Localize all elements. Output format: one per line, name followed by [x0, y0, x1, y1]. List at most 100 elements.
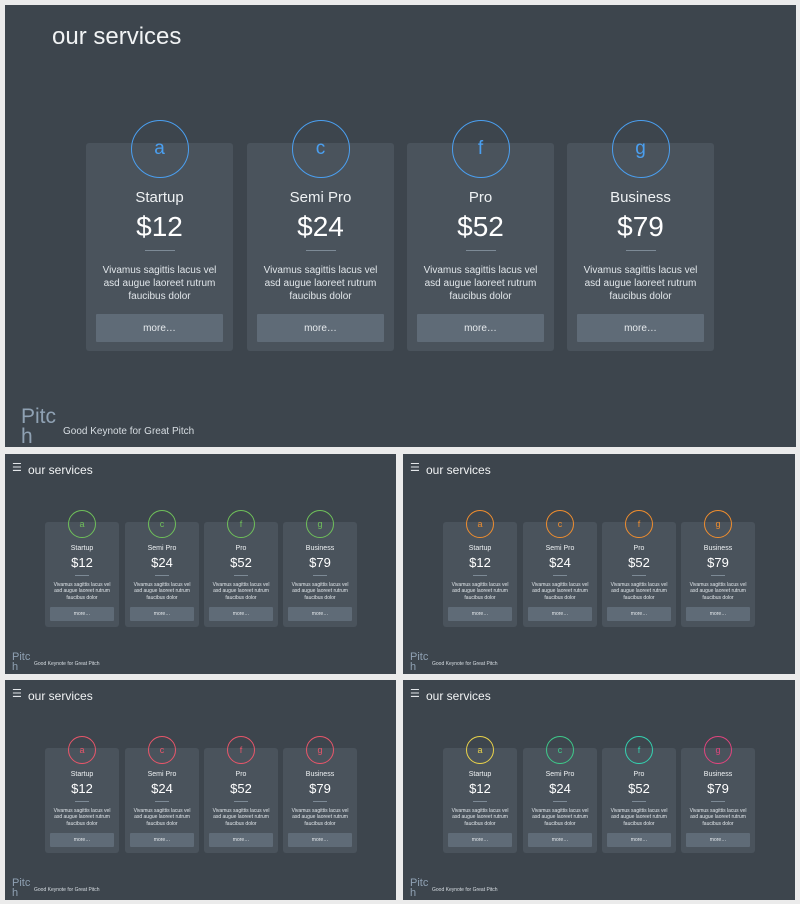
more-button[interactable]: more… [528, 833, 592, 847]
pricing-card: g Business $79 Vivamus sagittis lacus vel a… [681, 736, 755, 853]
pricing-card: a Startup $12 Vivamus sagittis lacus vel as… [443, 736, 517, 853]
brand-tagline: Good Keynote for Great Pitch [34, 661, 100, 667]
divider [313, 575, 327, 576]
plan-description: Vivamus sagittis lacus vel asd augue lao… [610, 582, 668, 601]
plan-description: Vivamus sagittis lacus vel asd augue lao… [291, 582, 349, 601]
pricing-card: c Semi Pro $24 Vivamus sagittis lacus vel a… [523, 510, 597, 627]
plan-price: $52 [230, 781, 252, 796]
plan-letter-icon: a [466, 736, 494, 764]
more-button[interactable]: more… [288, 607, 352, 621]
more-button[interactable]: more… [130, 607, 194, 621]
divider [234, 801, 248, 802]
more-button[interactable]: more… [686, 607, 750, 621]
more-button[interactable]: more… [577, 314, 704, 342]
plan-name: Pro [468, 189, 493, 206]
brand-logo: Pitch [12, 877, 31, 900]
plan-letter-icon: a [130, 120, 189, 178]
more-button[interactable]: more… [417, 314, 544, 342]
plan-name: Pro [235, 545, 247, 552]
plan-description: Vivamus sagittis lacus vel asd augue lao… [531, 582, 589, 601]
more-button[interactable]: more… [448, 607, 512, 621]
plan-name: Business [610, 189, 671, 206]
plan-letter-icon: c [148, 510, 176, 538]
plan-name: Semi Pro [147, 545, 177, 552]
plan-letter-icon: c [148, 736, 176, 764]
plan-letter-icon: f [625, 510, 653, 538]
plan-description: Vivamus sagittis lacus vel asd augue lao… [133, 582, 191, 601]
plan-name: Startup [70, 545, 94, 552]
more-button[interactable]: more… [209, 833, 273, 847]
slide-thumbnail-red[interactable]: ☰ our services a Startup $12 Vivamus sagitt… [5, 680, 396, 900]
divider [155, 575, 169, 576]
plan-letter-icon: a [466, 510, 494, 538]
plan-name: Pro [633, 771, 645, 778]
more-button[interactable]: more… [528, 607, 592, 621]
plan-price: $24 [151, 781, 173, 796]
plan-letter-icon: g [704, 736, 732, 764]
plan-name: Semi Pro [147, 771, 177, 778]
pricing-card: f Pro $52 Vivamus sagittis lacus vel asd au… [602, 510, 676, 627]
plan-description: Vivamus sagittis lacus vel asd augue lao… [689, 808, 747, 827]
plan-price: $79 [707, 555, 729, 570]
pricing-card: a Startup $12 Vivamus sagittis lacus vel as… [443, 510, 517, 627]
more-button[interactable]: more… [50, 607, 114, 621]
slide-thumbnail-green[interactable]: ☰ our services a Startup $12 Vivamus sagitt… [5, 454, 396, 674]
slide-thumbnail-orange[interactable]: ☰ our services a Startup $12 Vivamus sagitt… [403, 454, 795, 674]
pricing-card: c Semi Pro $24 Vivamus sagittis lacus vel a… [125, 510, 199, 627]
more-button[interactable]: more… [50, 833, 114, 847]
plan-description: Vivamus sagittis lacus vel asd augue lao… [212, 808, 270, 827]
pricing-card: f Pro $52 Vivamus sagittis lacus vel asd au… [204, 510, 278, 627]
more-button[interactable]: more… [607, 607, 671, 621]
divider [155, 801, 169, 802]
divider [632, 575, 646, 576]
more-button[interactable]: more… [130, 833, 194, 847]
pricing-card: f Pro $52 Vivamus sagittis lacus vel asd au… [407, 120, 554, 351]
divider [473, 575, 487, 576]
divider [711, 575, 725, 576]
plan-description: Vivamus sagittis lacus vel asd augue lao… [451, 808, 509, 827]
plan-description: Vivamus sagittis lacus vel asd augue lao… [423, 265, 538, 302]
plan-price: $52 [628, 555, 650, 570]
plan-letter-icon: a [68, 510, 96, 538]
plan-name: Pro [235, 771, 247, 778]
plan-letter-icon: g [704, 510, 732, 538]
pricing-card: g Business $79 Vivamus sagittis lacus vel a… [567, 120, 714, 351]
pricing-card: f Pro $52 Vivamus sagittis lacus vel asd au… [204, 736, 278, 853]
plan-letter-icon: f [625, 736, 653, 764]
brand-logo: Pitch [410, 877, 429, 900]
plan-description: Vivamus sagittis lacus vel asd augue lao… [531, 808, 589, 827]
plan-price: $24 [297, 211, 344, 242]
more-button[interactable]: more… [96, 314, 223, 342]
plan-description: Vivamus sagittis lacus vel asd augue lao… [689, 582, 747, 601]
divider [144, 250, 175, 251]
plan-name: Semi Pro [545, 545, 575, 552]
more-button[interactable]: more… [288, 833, 352, 847]
divider [553, 801, 567, 802]
pricing-card: c Semi Pro $24 Vivamus sagittis lacus vel a… [247, 120, 394, 351]
plan-letter-icon: f [227, 736, 255, 764]
pricing-card: c Semi Pro $24 Vivamus sagittis lacus vel a… [523, 736, 597, 853]
plan-price: $79 [617, 211, 664, 242]
plan-name: Startup [468, 545, 492, 552]
plan-description: Vivamus sagittis lacus vel asd augue lao… [53, 808, 111, 827]
plan-name: Business [703, 771, 733, 778]
plan-description: Vivamus sagittis lacus vel asd augue lao… [133, 808, 191, 827]
menu-icon: ☰ [12, 688, 22, 700]
more-button[interactable]: more… [686, 833, 750, 847]
plan-price: $79 [309, 555, 331, 570]
plan-name: Semi Pro [545, 771, 575, 778]
more-button[interactable]: more… [448, 833, 512, 847]
slide-thumbnail-multicolor[interactable]: ☰ our services a Startup $12 Vivamus sagitt… [403, 680, 795, 900]
more-button[interactable]: more… [607, 833, 671, 847]
more-button[interactable]: more… [209, 607, 273, 621]
brand-logo: Pitch [21, 405, 57, 447]
plan-price: $79 [707, 781, 729, 796]
more-button[interactable]: more… [257, 314, 384, 342]
pricing-card: a Startup $12 Vivamus sagittis lacus vel as… [45, 736, 119, 853]
slide-title: our services [426, 689, 491, 703]
divider [553, 575, 567, 576]
divider [711, 801, 725, 802]
menu-icon: ☰ [12, 462, 22, 474]
divider [465, 250, 496, 251]
plan-price: $24 [151, 555, 173, 570]
